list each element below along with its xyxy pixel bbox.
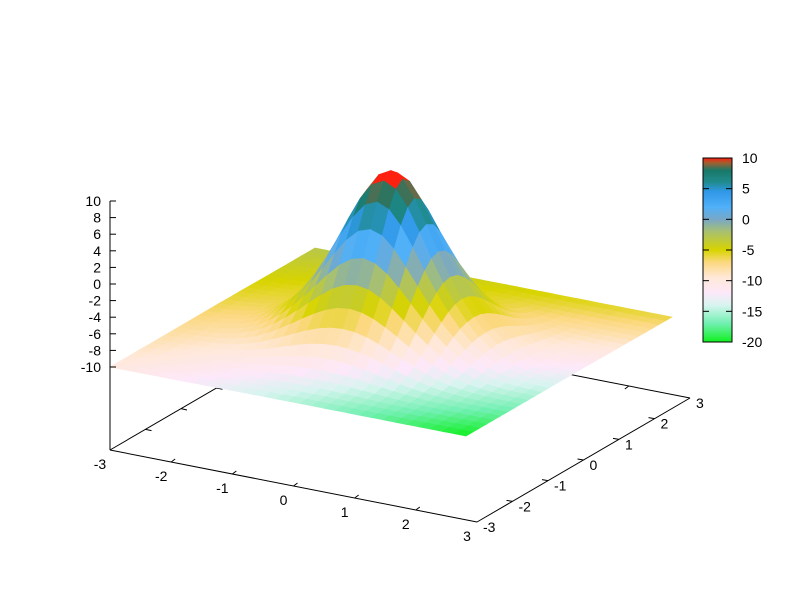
y-tick-label: -2 bbox=[519, 498, 532, 514]
x-tick-label: 1 bbox=[341, 504, 349, 520]
z-tick-label: 4 bbox=[93, 243, 101, 259]
colorbar-tick-label: 5 bbox=[742, 181, 750, 197]
z-tick-label: 0 bbox=[93, 276, 101, 292]
x-tick bbox=[354, 494, 359, 499]
z-tick-label: 6 bbox=[93, 226, 101, 242]
z-tick-label: 2 bbox=[93, 259, 101, 275]
z-tick-label: -10 bbox=[81, 359, 101, 375]
x-tick bbox=[232, 470, 237, 475]
y-tick-label: 2 bbox=[661, 416, 669, 432]
x-tick-label: -3 bbox=[94, 456, 107, 472]
y-tick-label: 1 bbox=[625, 436, 633, 452]
z-tick-label: -4 bbox=[89, 309, 102, 325]
surface-facet bbox=[453, 429, 474, 437]
z-tick-label: -2 bbox=[89, 293, 102, 309]
back-tick bbox=[180, 408, 188, 411]
y-tick-label: 3 bbox=[696, 395, 704, 411]
back-tick bbox=[624, 385, 630, 390]
colorbar: 10 5 0 -5 -10 -15 -20 bbox=[702, 150, 762, 350]
colorbar-tick-label: -5 bbox=[742, 242, 755, 258]
y-tick bbox=[506, 499, 513, 502]
x-tick-label: -2 bbox=[155, 468, 168, 484]
colorbar-tick-label: -20 bbox=[742, 334, 762, 350]
z-tick-label: -8 bbox=[89, 342, 102, 358]
y-tick-label: -1 bbox=[554, 478, 567, 494]
colorbar-tick-label: 10 bbox=[742, 150, 758, 166]
y-tick-label: 0 bbox=[590, 457, 598, 473]
colorbar-tick-label: 0 bbox=[742, 211, 750, 227]
surface bbox=[109, 170, 673, 437]
y-tick bbox=[541, 479, 549, 482]
x-tick bbox=[293, 482, 298, 487]
x-tick bbox=[415, 506, 421, 511]
x-tick-label: 3 bbox=[463, 528, 471, 544]
y-tick bbox=[612, 437, 620, 440]
back-tick bbox=[145, 428, 152, 432]
x-tick-label: -1 bbox=[216, 480, 229, 496]
z-tick-label: 10 bbox=[85, 193, 101, 209]
x-tick-label: 2 bbox=[402, 516, 410, 532]
y-tick bbox=[648, 417, 655, 420]
z-tick-label: 8 bbox=[93, 210, 101, 226]
x-tick-label: 0 bbox=[280, 492, 288, 508]
colorbar-tick-label: -10 bbox=[742, 273, 762, 289]
y-tick-label: -3 bbox=[483, 519, 496, 535]
colorbar-tick-label: -15 bbox=[742, 303, 762, 319]
y-tick bbox=[577, 458, 584, 461]
z-tick-label: -6 bbox=[89, 326, 102, 342]
x-tick bbox=[170, 458, 176, 463]
back-tick bbox=[216, 387, 223, 390]
